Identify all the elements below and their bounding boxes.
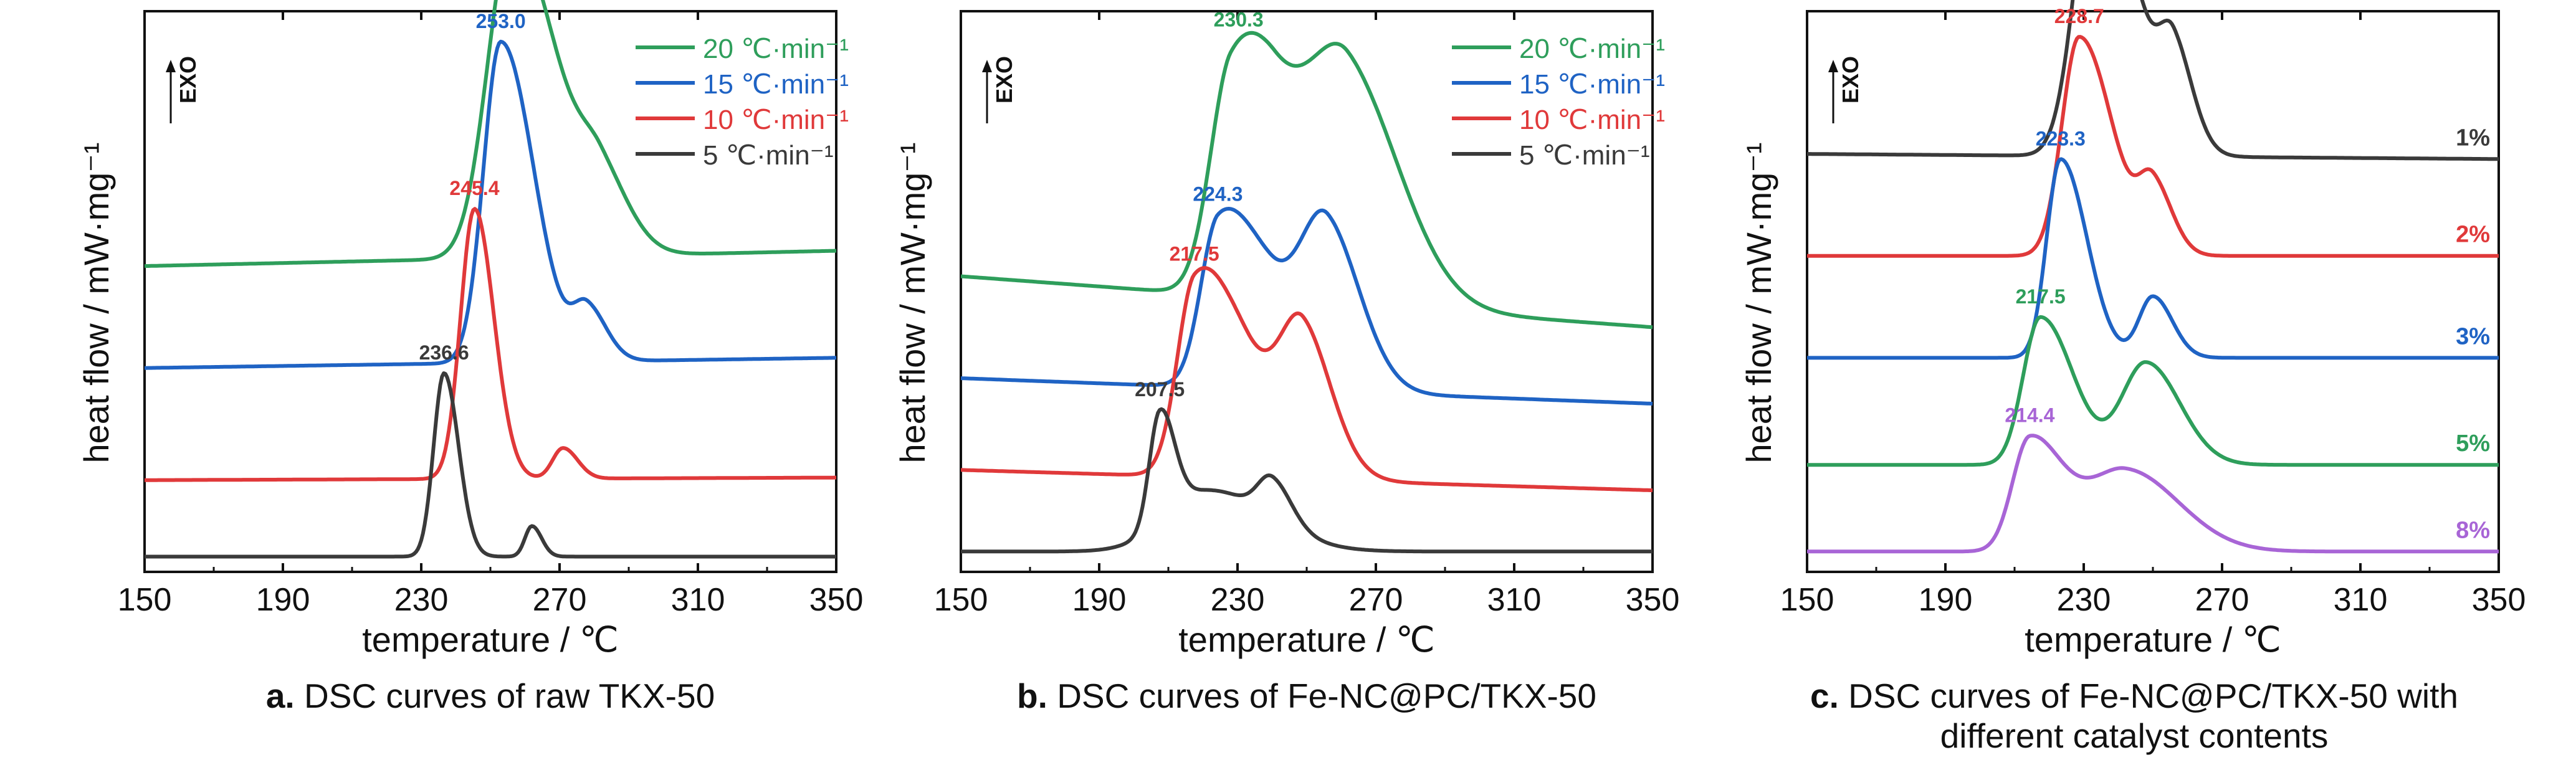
peak-label-2: 217.5 <box>1170 242 1219 265</box>
x-tick-label: 270 <box>1349 582 1403 618</box>
x-tick-label: 150 <box>934 582 988 618</box>
x-tick-label: 190 <box>1072 582 1127 618</box>
peak-label-3: 207.5 <box>1135 378 1185 401</box>
exo-arrow-head <box>1828 60 1838 72</box>
peak-label-1: 253.0 <box>476 10 526 32</box>
plot-frame <box>1806 10 2500 573</box>
x-tick-label: 310 <box>671 582 725 618</box>
caption-c-line1: c. DSC curves of Fe-NC@PC/TKX-50 with <box>1782 676 2486 716</box>
series-line-3 <box>960 407 1653 554</box>
chart-panel-0: 150 190 230 270 310 350 temperature / ℃ heat fl… <box>77 0 863 659</box>
series-line-0 <box>144 0 837 268</box>
exo-arrow-head <box>982 60 992 72</box>
caption-b-prefix: b. <box>1017 677 1047 715</box>
exo-label: EXO <box>175 56 201 103</box>
x-tick-label: 230 <box>394 582 449 618</box>
peak-label-0: 230.3 <box>1214 9 1264 31</box>
x-tick-label: 310 <box>2334 582 2388 618</box>
x-tick-label: 150 <box>1780 582 1834 618</box>
series-line-1 <box>960 207 1653 406</box>
series-line-0 <box>960 31 1653 330</box>
caption-c-prefix: c. <box>1810 677 1839 715</box>
x-tick-label: 230 <box>1211 582 1265 618</box>
caption-b-text: DSC curves of Fe-NC@PC/TKX-50 <box>1047 677 1596 715</box>
caption-c-line2: different catalyst contents <box>1940 716 2329 755</box>
legend-label-0: 20 ℃·min⁻¹ <box>703 34 849 64</box>
legend-label-0: 20 ℃·min⁻¹ <box>1519 34 1665 64</box>
x-tick-label: 190 <box>256 582 310 618</box>
series-line-3 <box>1806 315 2499 467</box>
series-line-0 <box>1806 0 2499 161</box>
x-axis-label: temperature / ℃ <box>2025 620 2281 659</box>
legend-label-2: 10 ℃·min⁻¹ <box>703 105 849 135</box>
caption-b: b. DSC curves of Fe-NC@PC/TKX-50 <box>961 676 1653 716</box>
chart-panel-1: 150 190 230 270 310 350 temperature / ℃ heat fl… <box>893 9 1679 659</box>
series-line-3 <box>144 371 837 559</box>
peak-label-3: 236.6 <box>419 341 469 364</box>
peak-label-2: 223.3 <box>2036 127 2086 150</box>
x-tick-label: 350 <box>809 582 864 618</box>
peak-label-1: 224.3 <box>1193 183 1243 205</box>
series-end-label-4: 8% <box>2456 517 2490 543</box>
caption-c: c. DSC curves of Fe-NC@PC/TKX-50 with di… <box>1782 676 2486 756</box>
x-tick-label: 270 <box>2195 582 2249 618</box>
legend-label-1: 15 ℃·min⁻¹ <box>1519 69 1665 100</box>
exo-arrow-head <box>166 60 176 72</box>
legend-label-3: 5 ℃·min⁻¹ <box>1519 140 1650 171</box>
caption-c-text: DSC curves of Fe-NC@PC/TKX-50 with <box>1838 677 2458 715</box>
series-end-label-3: 5% <box>2456 430 2490 457</box>
caption-a: a. DSC curves of raw TKX-50 <box>145 676 836 716</box>
series-line-1 <box>1806 35 2499 258</box>
series-end-label-0: 1% <box>2456 125 2490 151</box>
series-line-2 <box>144 207 837 482</box>
y-axis-label: heat flow / mW·mg⁻¹ <box>1739 143 1778 463</box>
x-tick-label: 310 <box>1487 582 1542 618</box>
series-line-2 <box>1806 157 2499 360</box>
peak-label-1: 228.7 <box>2054 5 2104 27</box>
legend-label-3: 5 ℃·min⁻¹ <box>703 140 834 171</box>
x-tick-label: 190 <box>1919 582 1973 618</box>
peak-label-4: 214.4 <box>2005 404 2054 427</box>
y-axis-label: heat flow / mW·mg⁻¹ <box>893 143 932 463</box>
x-tick-label: 350 <box>1626 582 1680 618</box>
legend-label-1: 15 ℃·min⁻¹ <box>703 69 849 100</box>
y-axis-label: heat flow / mW·mg⁻¹ <box>77 143 116 463</box>
x-tick-label: 230 <box>2057 582 2111 618</box>
caption-a-text: DSC curves of raw TKX-50 <box>294 677 715 715</box>
series-end-label-1: 2% <box>2456 222 2490 248</box>
peak-label-3: 217.5 <box>2016 285 2066 308</box>
series-line-1 <box>144 39 837 370</box>
series-line-4 <box>1806 434 2499 554</box>
exo-label: EXO <box>1838 56 1863 103</box>
x-axis-label: temperature / ℃ <box>1178 620 1435 659</box>
peak-label-2: 245.4 <box>449 177 499 199</box>
caption-a-prefix: a. <box>265 677 295 715</box>
chart-panel-2: 150 190 230 270 310 350 temperature / ℃ heat fl… <box>1739 0 2526 659</box>
exo-label: EXO <box>991 56 1017 103</box>
legend-label-2: 10 ℃·min⁻¹ <box>1519 105 1665 135</box>
x-tick-label: 150 <box>118 582 172 618</box>
x-tick-label: 270 <box>533 582 587 618</box>
series-end-label-2: 3% <box>2456 323 2490 349</box>
series-line-2 <box>960 266 1653 493</box>
x-axis-label: temperature / ℃ <box>362 620 619 659</box>
x-tick-label: 350 <box>2472 582 2526 618</box>
